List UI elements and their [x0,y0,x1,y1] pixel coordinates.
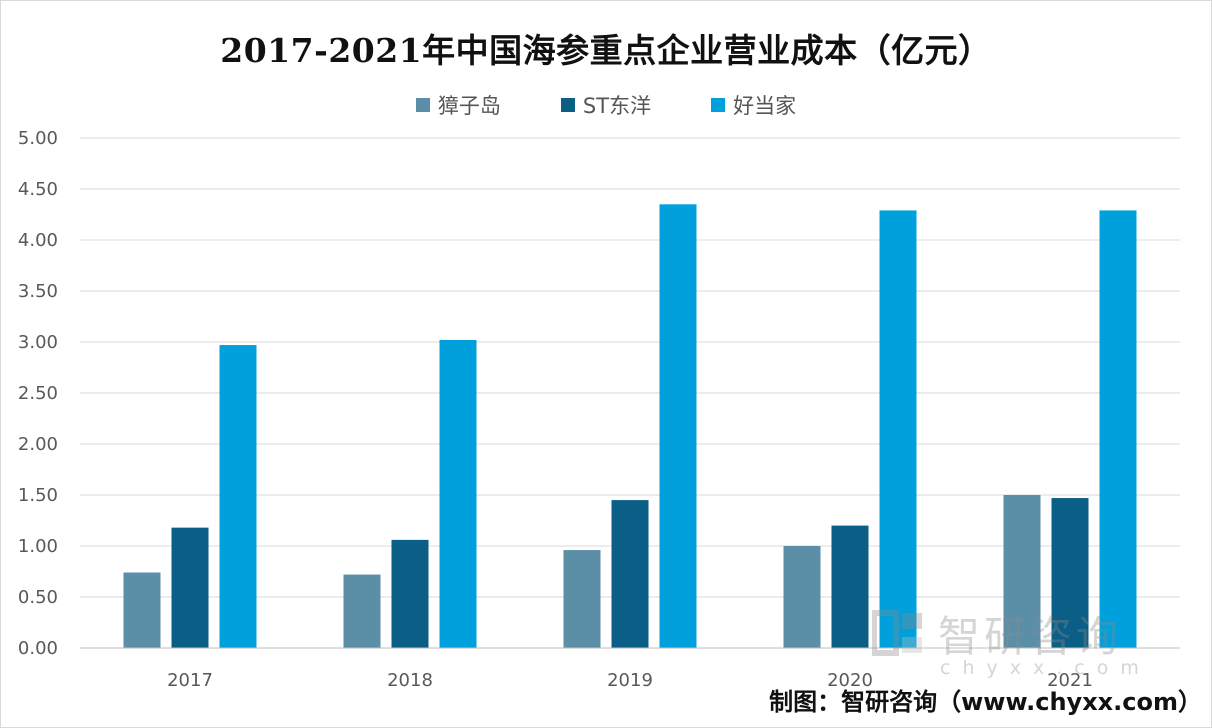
legend-label: 好当家 [733,94,797,118]
bar [219,345,257,648]
watermark-en: chyxx.com [940,657,1151,679]
x-tick-label: 2021 [1047,670,1093,691]
chart-title: 2017-2021年中国海参重点企业营业成本（亿元） [220,31,992,70]
watermark-logo-icon [872,610,922,656]
watermark: 智研咨询 chyxx.com [868,603,1188,683]
x-tick-label: 2017 [167,670,213,691]
bar [1003,495,1041,648]
legend-label: 獐子岛 [437,94,501,118]
bar [659,204,697,649]
bar [879,210,917,649]
y-tick-label: 4.50 [18,179,58,200]
legend-item: 好当家 [711,90,796,120]
legend-swatch [711,98,726,112]
y-tick-label: 5.00 [18,128,58,149]
x-tick-label: 2019 [607,670,653,691]
y-tick-label: 2.50 [18,383,58,404]
x-tick-label: 2020 [827,670,873,691]
bar [123,572,161,648]
x-tick-label: 2018 [387,670,433,691]
bar [343,574,381,648]
bar [563,550,601,648]
legend-item: 獐子岛 [415,90,501,120]
y-tick-label: 2.00 [18,434,58,455]
bar [439,339,477,648]
bar [1099,210,1137,649]
y-tick-label: 0.00 [18,638,58,659]
legend-label: ST东洋 [582,94,652,118]
y-tick-label: 1.00 [18,536,58,557]
source-credit: 制图：智研咨询（www.chyxx.com） [769,688,1202,716]
bar [171,527,209,648]
bar [1051,498,1089,648]
bar [611,500,649,648]
chart-legend: 獐子岛 ST东洋 好当家 [0,90,1212,120]
watermark-cn: 智研咨询 [938,612,1123,661]
legend-item: ST东洋 [560,90,652,120]
bar [831,525,869,648]
y-tick-label: 3.50 [18,281,58,302]
legend-swatch [560,98,575,112]
y-tick-label: 3.00 [18,332,58,353]
y-tick-label: 4.00 [18,230,58,251]
bar [391,539,429,648]
bar [783,546,821,648]
y-tick-label: 0.50 [18,587,58,608]
legend-swatch [415,98,430,112]
y-tick-label: 1.50 [18,485,58,506]
